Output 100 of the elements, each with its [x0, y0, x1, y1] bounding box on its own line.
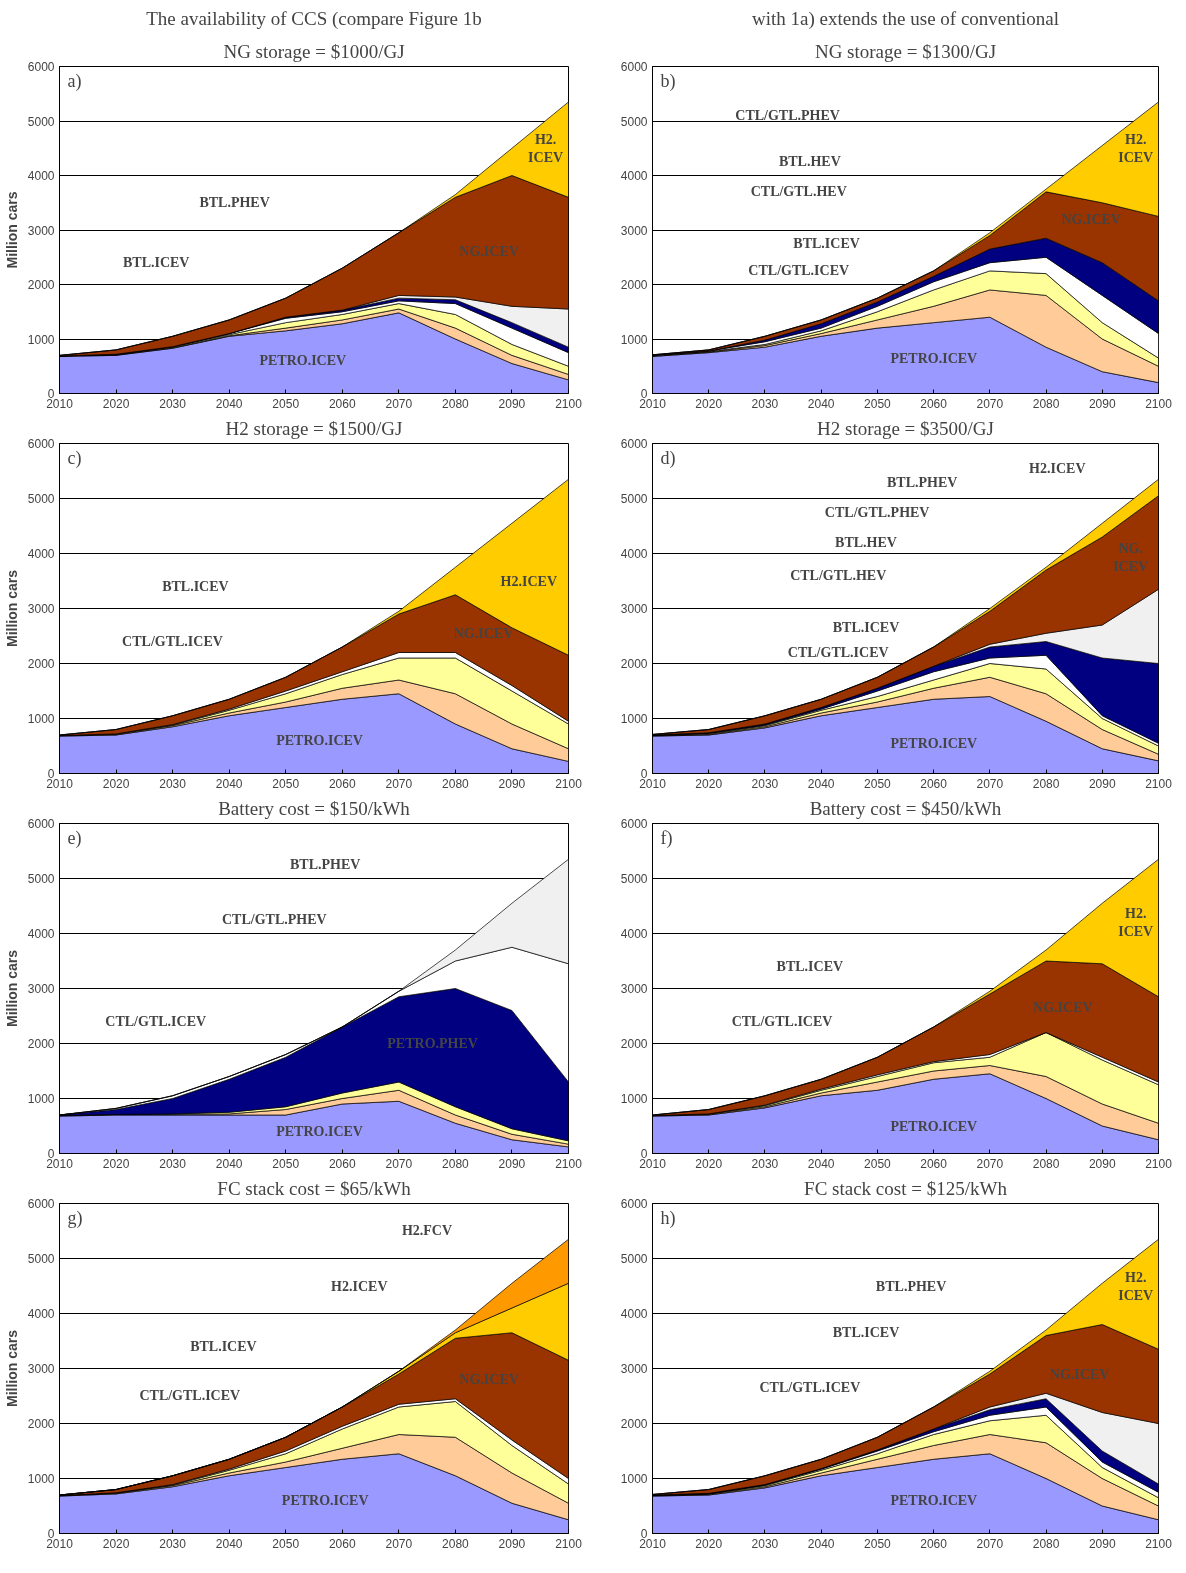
- x-tick-label: 2080: [1032, 1536, 1060, 1551]
- x-tick-label: 2090: [498, 1156, 526, 1171]
- x-tick-label: 2040: [215, 1156, 243, 1171]
- y-axis-title: Million cars: [3, 191, 20, 269]
- x-tick-label: 2040: [807, 1156, 835, 1171]
- annotation: CTL/GTL.HEV: [750, 184, 847, 200]
- annotation: BTL.ICEV: [122, 255, 190, 271]
- annotation: H2. ICEV: [1118, 906, 1154, 939]
- annotation: d): [660, 447, 676, 469]
- x-tick-label: 2030: [751, 1536, 779, 1551]
- x-tick-label: 2060: [328, 396, 356, 411]
- annotation: CTL/GTL.PHEV: [824, 504, 930, 520]
- x-tick-label: 2060: [920, 1536, 948, 1551]
- y-tick-label: 2000: [620, 1037, 648, 1051]
- x-tick-label: 2090: [498, 776, 526, 791]
- y-tick-label: 5000: [620, 114, 648, 129]
- annotation: CTL/GTL.PHEV: [221, 912, 327, 928]
- y-tick-label: 4000: [620, 1307, 648, 1321]
- x-tick-label: 2080: [1032, 396, 1060, 411]
- x-tick-label: 2070: [976, 396, 1004, 411]
- annotation: PETRO.ICEV: [890, 1493, 978, 1508]
- y-axis-title: Million cars: [3, 949, 20, 1028]
- y-tick-label: 1000: [27, 1472, 55, 1486]
- y-axis-title: Million cars: [3, 1329, 20, 1408]
- x-tick-label: 2100: [555, 776, 583, 791]
- annotation: CTL/GTL.HEV: [790, 568, 887, 583]
- chart-title: FC stack cost = $65/kWh: [217, 1177, 412, 1199]
- x-tick-label: 2020: [102, 776, 130, 791]
- x-tick-label: 2040: [807, 776, 835, 791]
- y-tick-label: 5000: [27, 114, 55, 129]
- annotation: BTL.ICEV: [162, 578, 229, 594]
- x-tick-label: 2070: [385, 1536, 413, 1551]
- chart-title: H2 storage = $1500/GJ: [225, 417, 403, 439]
- y-tick-label: 3000: [620, 223, 648, 238]
- x-tick-label: 2020: [695, 776, 723, 791]
- annotation: H2.ICEV: [1029, 460, 1086, 476]
- chart-title: H2 storage = $3500/GJ: [817, 417, 994, 439]
- annotation: NG.ICEV: [459, 244, 519, 260]
- annotation: CTL/GTL.ICEV: [139, 1388, 241, 1404]
- x-tick-label: 2060: [328, 1536, 356, 1551]
- x-tick-label: 2080: [1032, 776, 1060, 791]
- x-tick-label: 2070: [976, 1156, 1004, 1171]
- y-tick-label: 4000: [620, 169, 648, 183]
- x-tick-label: 2020: [102, 396, 130, 411]
- annotation: NG.ICEV: [453, 625, 514, 641]
- x-tick-label: 2050: [864, 1156, 892, 1171]
- x-tick-label: 2030: [751, 396, 779, 411]
- annotation: NG.ICEV: [459, 1371, 519, 1387]
- x-tick-label: 2090: [1088, 1156, 1116, 1171]
- x-tick-label: 2040: [215, 396, 243, 411]
- x-tick-label: 2040: [215, 776, 243, 791]
- y-tick-label: 6000: [27, 60, 55, 74]
- y-tick-label: 6000: [27, 817, 55, 831]
- y-tick-label: 0: [47, 1147, 55, 1161]
- x-tick-label: 2090: [1088, 396, 1116, 411]
- x-tick-label: 2020: [102, 1536, 130, 1551]
- y-tick-label: 1000: [620, 332, 648, 347]
- x-tick-label: 2030: [159, 1156, 187, 1171]
- x-tick-label: 2090: [1088, 1536, 1116, 1551]
- y-tick-label: 0: [47, 767, 55, 781]
- annotation: e): [67, 827, 82, 849]
- x-tick-label: 2090: [498, 396, 526, 411]
- annotation: g): [67, 1207, 83, 1229]
- y-tick-label: 1000: [620, 712, 648, 726]
- x-tick-label: 2100: [1145, 1536, 1173, 1551]
- y-tick-label: 0: [47, 1527, 55, 1541]
- x-tick-label: 2050: [272, 776, 300, 791]
- y-tick-label: 5000: [27, 492, 55, 506]
- y-tick-label: 3000: [620, 602, 648, 616]
- y-tick-label: 2000: [620, 278, 648, 292]
- x-tick-label: 2060: [920, 1156, 948, 1171]
- annotation: H2. ICEV: [1118, 131, 1154, 165]
- x-tick-label: 2070: [385, 396, 413, 411]
- x-tick-label: 2050: [864, 1536, 892, 1551]
- x-tick-label: 2040: [807, 396, 835, 411]
- x-tick-label: 2100: [555, 1156, 583, 1171]
- x-tick-label: 2050: [272, 1536, 300, 1551]
- y-tick-label: 1000: [27, 332, 55, 347]
- y-tick-label: 1000: [27, 712, 55, 726]
- y-tick-label: 2000: [27, 1037, 55, 1051]
- y-axis-title: Million cars: [3, 569, 20, 648]
- y-tick-label: 3000: [620, 1362, 648, 1376]
- annotation: PETRO.ICEV: [890, 1118, 978, 1134]
- y-tick-label: 3000: [620, 982, 648, 996]
- chart-title: with 1a) extends the use of conventional: [751, 7, 1060, 30]
- chart-title: Battery cost = $150/kWh: [218, 797, 411, 819]
- x-tick-label: 2070: [976, 776, 1004, 791]
- x-tick-label: 2080: [442, 1536, 470, 1551]
- x-tick-label: 2020: [102, 1156, 130, 1171]
- y-tick-label: 4000: [27, 1307, 55, 1321]
- x-tick-label: 2030: [159, 776, 187, 791]
- x-tick-label: 2100: [1145, 1156, 1173, 1171]
- y-tick-label: 3000: [27, 982, 55, 996]
- x-tick-label: 2100: [555, 1536, 583, 1551]
- annotation: H2.ICEV: [500, 573, 558, 589]
- annotation: PETRO.ICEV: [276, 733, 363, 748]
- annotation: CTL/GTL.ICEV: [748, 263, 850, 279]
- annotation: NG.ICEV: [1049, 1366, 1110, 1382]
- x-tick-label: 2050: [864, 776, 892, 791]
- x-tick-label: 2050: [272, 396, 300, 411]
